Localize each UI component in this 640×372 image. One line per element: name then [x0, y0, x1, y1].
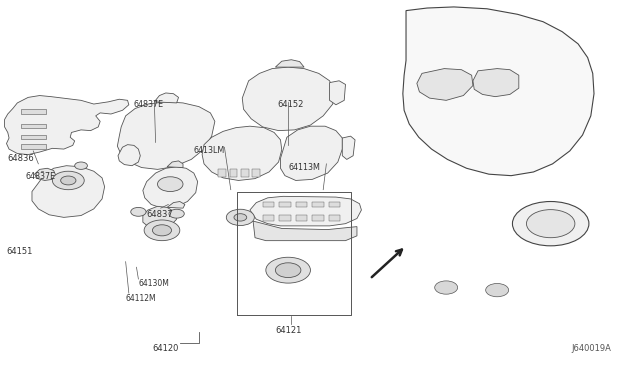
- Polygon shape: [275, 60, 304, 67]
- Polygon shape: [35, 168, 56, 180]
- Circle shape: [131, 208, 146, 216]
- Polygon shape: [330, 81, 346, 105]
- Circle shape: [435, 281, 458, 294]
- Text: 64151: 64151: [6, 247, 33, 256]
- Circle shape: [157, 177, 183, 192]
- Polygon shape: [243, 67, 334, 131]
- Circle shape: [513, 202, 589, 246]
- Polygon shape: [4, 96, 129, 155]
- Polygon shape: [143, 167, 198, 208]
- Polygon shape: [417, 68, 473, 100]
- Polygon shape: [241, 169, 248, 177]
- Polygon shape: [230, 169, 237, 177]
- Polygon shape: [296, 202, 307, 208]
- Polygon shape: [253, 221, 357, 241]
- Polygon shape: [167, 161, 183, 167]
- Polygon shape: [403, 7, 594, 176]
- Polygon shape: [167, 202, 185, 208]
- Circle shape: [169, 209, 184, 218]
- Polygon shape: [20, 135, 46, 140]
- Text: 64112M: 64112M: [125, 294, 156, 303]
- Polygon shape: [218, 169, 226, 177]
- Polygon shape: [20, 109, 46, 113]
- Polygon shape: [262, 215, 274, 221]
- Text: 64120: 64120: [152, 344, 179, 353]
- Polygon shape: [262, 202, 274, 208]
- Polygon shape: [252, 169, 260, 177]
- Polygon shape: [117, 102, 215, 169]
- Circle shape: [486, 283, 509, 297]
- Text: 6413LM: 6413LM: [194, 146, 225, 155]
- Circle shape: [527, 210, 575, 238]
- Text: 64152: 64152: [277, 100, 304, 109]
- Polygon shape: [154, 93, 179, 103]
- Circle shape: [152, 225, 172, 236]
- Circle shape: [275, 263, 301, 278]
- Circle shape: [266, 257, 310, 283]
- Text: 64836: 64836: [8, 154, 35, 163]
- Polygon shape: [279, 202, 291, 208]
- Text: J640019A: J640019A: [572, 344, 612, 353]
- Polygon shape: [20, 124, 46, 128]
- Polygon shape: [329, 215, 340, 221]
- Text: 64837: 64837: [147, 210, 173, 219]
- Polygon shape: [312, 202, 324, 208]
- Polygon shape: [279, 215, 291, 221]
- Polygon shape: [312, 215, 324, 221]
- Circle shape: [61, 176, 76, 185]
- Polygon shape: [473, 68, 519, 97]
- Text: 64837E: 64837E: [134, 100, 164, 109]
- Circle shape: [52, 171, 84, 190]
- Text: 64837E: 64837E: [26, 172, 56, 181]
- Polygon shape: [118, 145, 140, 166]
- Polygon shape: [20, 144, 46, 149]
- Polygon shape: [143, 206, 177, 230]
- Circle shape: [227, 209, 254, 225]
- Text: 64121: 64121: [275, 326, 302, 334]
- Text: 64130M: 64130M: [138, 279, 169, 288]
- Circle shape: [144, 220, 180, 241]
- Polygon shape: [296, 215, 307, 221]
- Polygon shape: [250, 196, 362, 226]
- Polygon shape: [280, 126, 342, 180]
- Polygon shape: [329, 202, 340, 208]
- Polygon shape: [342, 136, 355, 160]
- Circle shape: [234, 214, 246, 221]
- Polygon shape: [202, 126, 282, 180]
- Text: 64113M: 64113M: [288, 163, 320, 172]
- Polygon shape: [32, 166, 104, 217]
- Circle shape: [75, 162, 88, 169]
